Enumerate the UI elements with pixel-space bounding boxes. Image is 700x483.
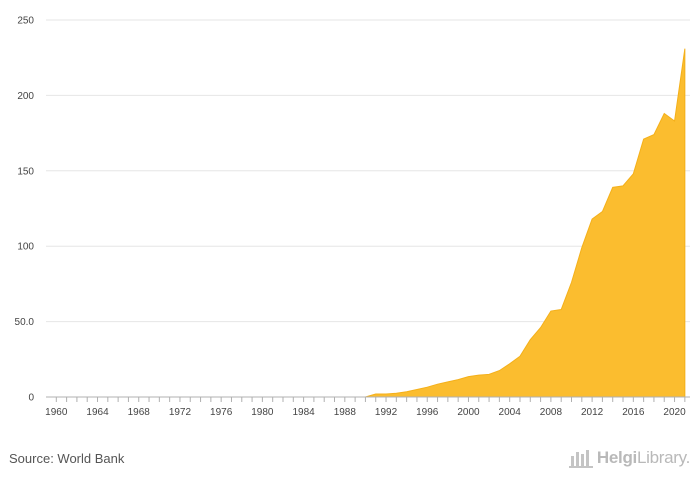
- x-tick-labels: 1960 1964 1968 1972 1976 1980 1984 1988 1992 1996…: [45, 407, 686, 418]
- y-tick-label: 250: [17, 16, 34, 27]
- y-tick-label: 100: [17, 242, 34, 253]
- x-tick-label: 1972: [169, 407, 192, 418]
- y-tick-label: 0: [28, 393, 34, 404]
- x-tick-label: 1976: [210, 407, 233, 418]
- brand-logo: HelgiLibrary.: [568, 448, 690, 468]
- axes: [46, 396, 690, 402]
- x-tick-label: 1992: [375, 407, 398, 418]
- x-tick-label: 2000: [457, 407, 480, 418]
- x-tick-label: 1984: [292, 407, 315, 418]
- x-tick-label: 1968: [128, 407, 151, 418]
- x-tick-label: 1996: [416, 407, 439, 418]
- y-tick-labels: 0 50.0 100 150 200 250: [15, 16, 35, 404]
- x-tick-label: 1980: [251, 407, 274, 418]
- y-tick-label: 50.0: [15, 317, 35, 328]
- x-tick-label: 2020: [663, 407, 686, 418]
- y-tick-label: 200: [17, 91, 34, 102]
- x-tick-label: 1988: [334, 407, 357, 418]
- x-tick-label: 1960: [45, 407, 68, 418]
- helgilibrary-logo-icon: [568, 450, 593, 468]
- brand-name-bold: Helgi: [596, 448, 637, 467]
- x-tick-label: 2008: [540, 407, 563, 418]
- brand-name-rest: Library.: [636, 448, 690, 467]
- y-tick-label: 150: [17, 166, 34, 177]
- footer: Source: World Bank HelgiLibrary.: [0, 440, 700, 480]
- x-tick-label: 2016: [622, 407, 645, 418]
- x-tick-label: 2012: [581, 407, 604, 418]
- x-tick-label: 2004: [499, 407, 522, 418]
- area-series: [56, 48, 686, 398]
- area-series-fill: [56, 48, 686, 398]
- x-tick-label: 1964: [86, 407, 109, 418]
- brand-name: HelgiLibrary.: [597, 448, 690, 468]
- source-label: Source: World Bank: [9, 451, 125, 466]
